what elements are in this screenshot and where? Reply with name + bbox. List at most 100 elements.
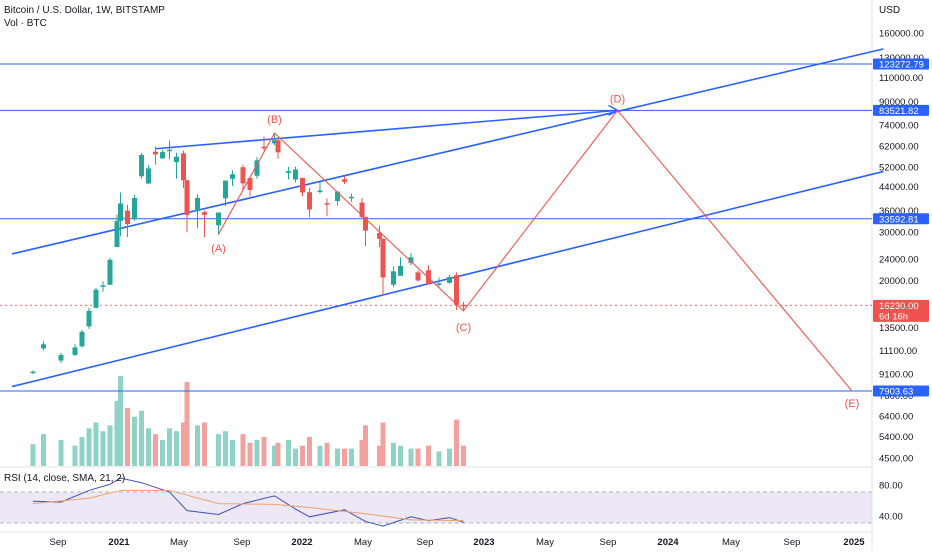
time-tick-label: Sep: [234, 537, 251, 548]
price-tags: 123272.79 83521.82 33592.81 7903.63 16230.00…: [873, 58, 929, 397]
price-tick-label: 110000.00: [879, 73, 923, 84]
level-tag-label: 7903.63: [879, 386, 913, 397]
volume-bar: [436, 451, 442, 466]
candle-body: [377, 233, 382, 239]
price-tick-label: 20000.00: [879, 276, 919, 287]
volume-bar: [79, 437, 85, 466]
volume-bar: [184, 381, 190, 466]
candle-body: [293, 169, 298, 180]
candle-body: [146, 168, 151, 184]
currency-label: USD: [879, 5, 901, 16]
volume-bar: [342, 448, 347, 466]
time-tick-label: Sep: [600, 537, 617, 548]
candle-body: [107, 259, 113, 285]
volume-bar: [377, 445, 382, 466]
candle-body: [72, 347, 78, 355]
candle-body: [181, 153, 186, 181]
candle-body: [335, 191, 340, 201]
time-tick-label: May: [536, 537, 554, 548]
candle-body: [261, 146, 267, 149]
volume-bar: [181, 422, 186, 466]
price-tick-label: 30000.00: [879, 228, 919, 239]
price-tick-label: 90000.00: [879, 97, 919, 108]
candle-body: [114, 220, 120, 247]
volume-bars: [30, 376, 466, 466]
candle-body: [349, 196, 354, 199]
volume-bar: [114, 400, 120, 466]
volume-bar: [86, 428, 92, 466]
volume-bar: [272, 445, 277, 466]
level-tag-label: 33592.81: [879, 214, 919, 225]
volume-bar: [415, 448, 421, 466]
volume-bar: [202, 422, 207, 466]
last-price-tag: [873, 299, 929, 322]
price-axis: 160000.00130000.00110000.0090000.0074000…: [879, 29, 924, 523]
price-tick-label: 62000.00: [879, 141, 919, 152]
candle-body: [408, 257, 414, 263]
candle-body: [125, 210, 130, 225]
candle-body: [275, 140, 281, 153]
price-tick-label: 160000.00: [879, 29, 924, 40]
wave-label: (C): [456, 322, 471, 334]
volume-bar: [254, 439, 260, 466]
last-price-tag-countdown: 6d 16h: [879, 311, 908, 322]
volume-bar: [72, 445, 78, 466]
time-tick-label: May: [170, 537, 188, 548]
candle-body: [202, 212, 207, 215]
candle-body: [58, 354, 64, 361]
rsi-lines: [32, 477, 464, 527]
volume-bar: [363, 425, 368, 466]
candle-body: [317, 190, 323, 192]
candle-body: [240, 167, 246, 184]
price-tick-label: 52000.00: [879, 162, 919, 173]
time-tick-label: 2021: [108, 537, 130, 548]
price-tick-label: 13500.00: [879, 323, 919, 334]
candle-body: [100, 285, 106, 287]
candle-body: [132, 197, 137, 220]
time-tick-label: Sep: [417, 537, 434, 548]
candle-body: [230, 174, 235, 179]
level-tag: [873, 104, 929, 116]
volume-bar: [300, 445, 305, 466]
rsi-tick-label: 40.00: [879, 512, 903, 523]
candle-body: [436, 283, 442, 285]
wave-projection: (A) (B) (C) (D) (E): [211, 93, 859, 410]
candle-body: [223, 180, 228, 199]
candle-body: [359, 202, 365, 217]
candle-body: [415, 272, 421, 281]
price-tick-label: 6400.00: [879, 412, 913, 423]
candle-body: [195, 197, 200, 212]
candle-body: [307, 192, 312, 210]
price-tick-label: 24000.00: [879, 254, 919, 265]
candle-body: [216, 212, 221, 226]
volume-bar: [426, 445, 431, 466]
candle-body: [247, 178, 253, 190]
trendline: [11, 48, 884, 255]
time-tick-label: 2025: [843, 537, 865, 548]
candle-body: [93, 289, 99, 308]
candle-body: [118, 203, 123, 221]
candle-body: [380, 238, 386, 278]
candle-body: [454, 275, 459, 305]
price-tick-label: 36000.00: [879, 206, 919, 217]
candle-body: [363, 216, 368, 231]
rsi-label: RSI (14, close, SMA, 21, 2): [4, 473, 126, 484]
candle-body: [447, 276, 452, 283]
price-tick-label: 11100.00: [879, 346, 917, 357]
time-tick-label: Sep: [50, 537, 67, 548]
volume-bar: [160, 439, 165, 466]
candle-body: [153, 151, 158, 155]
rsi-ma-line: [32, 489, 464, 522]
volume-bar: [247, 442, 253, 466]
candle-body: [286, 171, 291, 173]
volume-bar: [93, 422, 99, 466]
volume-bar: [359, 439, 365, 466]
candle-body: [272, 140, 277, 144]
volume-bar: [58, 439, 64, 466]
volume-bar: [408, 448, 414, 466]
volume-bar: [153, 434, 158, 466]
candle-body: [184, 180, 190, 215]
candle-body: [342, 179, 347, 182]
